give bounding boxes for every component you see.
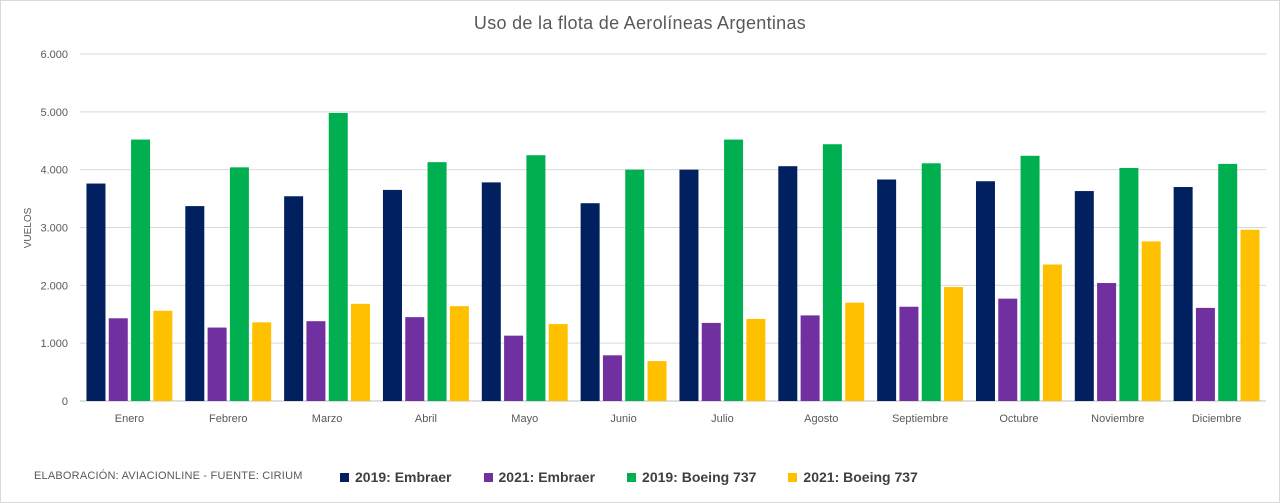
- bar-2019-boeing-737-septiembre: [921, 163, 941, 401]
- bar-2019-embraer-enero: [86, 183, 106, 401]
- bar-2021-embraer-agosto: [800, 315, 820, 401]
- bar-2019-embraer-marzo: [284, 196, 304, 401]
- bar-2019-embraer-noviembre: [1074, 191, 1094, 401]
- bar-2019-boeing-737-enero: [131, 139, 151, 402]
- bar-2021-boeing-737-octubre: [1042, 264, 1062, 401]
- bar-2021-embraer-octubre: [998, 298, 1018, 401]
- x-tick-label: Junio: [610, 413, 636, 425]
- legend-item-2021-boeing: 2021: Boeing 737: [788, 469, 918, 485]
- x-tick-label: Marzo: [312, 413, 343, 425]
- y-tick-label: 4.000: [40, 165, 68, 177]
- bar-2021-embraer-febrero: [207, 327, 227, 401]
- bar-2021-embraer-marzo: [306, 321, 326, 401]
- legend: 2019: Embraer 2021: Embraer 2019: Boeing…: [340, 469, 918, 485]
- x-tick-label: Octubre: [999, 413, 1038, 425]
- bar-2021-embraer-julio: [701, 322, 721, 401]
- bar-2019-boeing-737-octubre: [1020, 155, 1040, 401]
- x-tick-label: Diciembre: [1192, 413, 1242, 425]
- legend-item-2019-boeing: 2019: Boeing 737: [627, 469, 756, 485]
- y-tick-label: 3.000: [40, 223, 68, 235]
- bar-2021-boeing-737-marzo: [351, 303, 371, 401]
- bar-2021-embraer-junio: [602, 355, 622, 401]
- x-tick-label: Noviembre: [1091, 413, 1144, 425]
- bar-2019-embraer-febrero: [185, 206, 205, 401]
- bar-2019-embraer-septiembre: [877, 179, 897, 401]
- bar-2019-boeing-737-noviembre: [1119, 167, 1139, 401]
- bar-2019-boeing-737-abril: [427, 162, 447, 401]
- legend-swatch-2019-embraer: [340, 472, 349, 482]
- x-tick-label: Abril: [415, 413, 437, 425]
- x-tick-label: Agosto: [804, 413, 838, 425]
- legend-label: 2019: Embraer: [355, 469, 452, 485]
- y-tick-label: 5.000: [40, 107, 68, 119]
- bar-2021-embraer-diciembre: [1195, 307, 1215, 401]
- y-tick-label: 2.000: [40, 280, 68, 292]
- bar-2019-embraer-julio: [679, 169, 699, 401]
- legend-swatch-2021-embraer: [483, 472, 493, 482]
- bar-2019-boeing-737-junio: [625, 169, 645, 401]
- bar-2021-boeing-737-enero: [153, 310, 173, 401]
- bar-2021-boeing-737-febrero: [252, 322, 272, 401]
- bar-2021-boeing-737-julio: [746, 318, 766, 401]
- bar-2021-boeing-737-noviembre: [1141, 241, 1161, 401]
- bar-2021-embraer-abril: [405, 317, 425, 401]
- bar-2019-embraer-mayo: [481, 182, 501, 401]
- y-tick-label: 6.000: [40, 49, 68, 61]
- bar-2019-embraer-diciembre: [1173, 187, 1193, 401]
- x-tick-label: Julio: [711, 413, 734, 425]
- bar-2021-embraer-mayo: [504, 335, 524, 401]
- bar-2019-boeing-737-mayo: [526, 155, 546, 401]
- y-tick-label: 0: [62, 396, 68, 408]
- bar-2021-boeing-737-abril: [449, 306, 469, 401]
- y-axis-label: VUELOS: [23, 207, 34, 248]
- bar-2019-embraer-agosto: [778, 166, 798, 401]
- x-tick-label: Febrero: [209, 413, 248, 425]
- bar-2019-embraer-junio: [580, 203, 600, 401]
- bar-2021-boeing-737-diciembre: [1240, 229, 1260, 401]
- bar-2019-embraer-abril: [382, 189, 402, 401]
- legend-label: 2019: Boeing 737: [642, 469, 757, 485]
- bar-2021-embraer-septiembre: [899, 306, 919, 401]
- bar-2019-boeing-737-diciembre: [1218, 163, 1238, 401]
- legend-label: 2021: Boeing 737: [803, 469, 918, 485]
- x-tick-label: Enero: [115, 413, 144, 425]
- source-note: ELABORACIÓN: AVIACIONLINE - FUENTE: CIRI…: [34, 470, 303, 482]
- legend-swatch-2021-boeing: [788, 472, 798, 482]
- y-tick-label: 1.000: [40, 338, 68, 350]
- bar-2019-boeing-737-julio: [724, 139, 744, 402]
- bar-2021-boeing-737-septiembre: [944, 287, 964, 401]
- x-tick-label: Septiembre: [892, 413, 948, 425]
- bar-2021-boeing-737-junio: [647, 361, 667, 401]
- legend-swatch-2019-boeing: [627, 472, 637, 482]
- bar-2019-embraer-octubre: [975, 181, 995, 401]
- legend-item-2021-embraer: 2021: Embraer: [483, 469, 596, 485]
- legend-item-2019-embraer: 2019: Embraer: [340, 469, 452, 485]
- x-tick-label: Mayo: [511, 413, 538, 425]
- bar-2021-embraer-noviembre: [1097, 283, 1117, 401]
- chart-title: Uso de la flota de Aerolíneas Argentinas: [473, 13, 807, 33]
- bar-2021-boeing-737-mayo: [548, 324, 568, 401]
- legend-label: 2021: Embraer: [498, 469, 596, 485]
- bar-2019-boeing-737-febrero: [229, 167, 249, 401]
- bar-2021-embraer-enero: [108, 318, 128, 401]
- bar-2019-boeing-737-agosto: [822, 144, 842, 401]
- bar-2021-boeing-737-agosto: [845, 302, 865, 401]
- bar-2019-boeing-737-marzo: [328, 112, 348, 402]
